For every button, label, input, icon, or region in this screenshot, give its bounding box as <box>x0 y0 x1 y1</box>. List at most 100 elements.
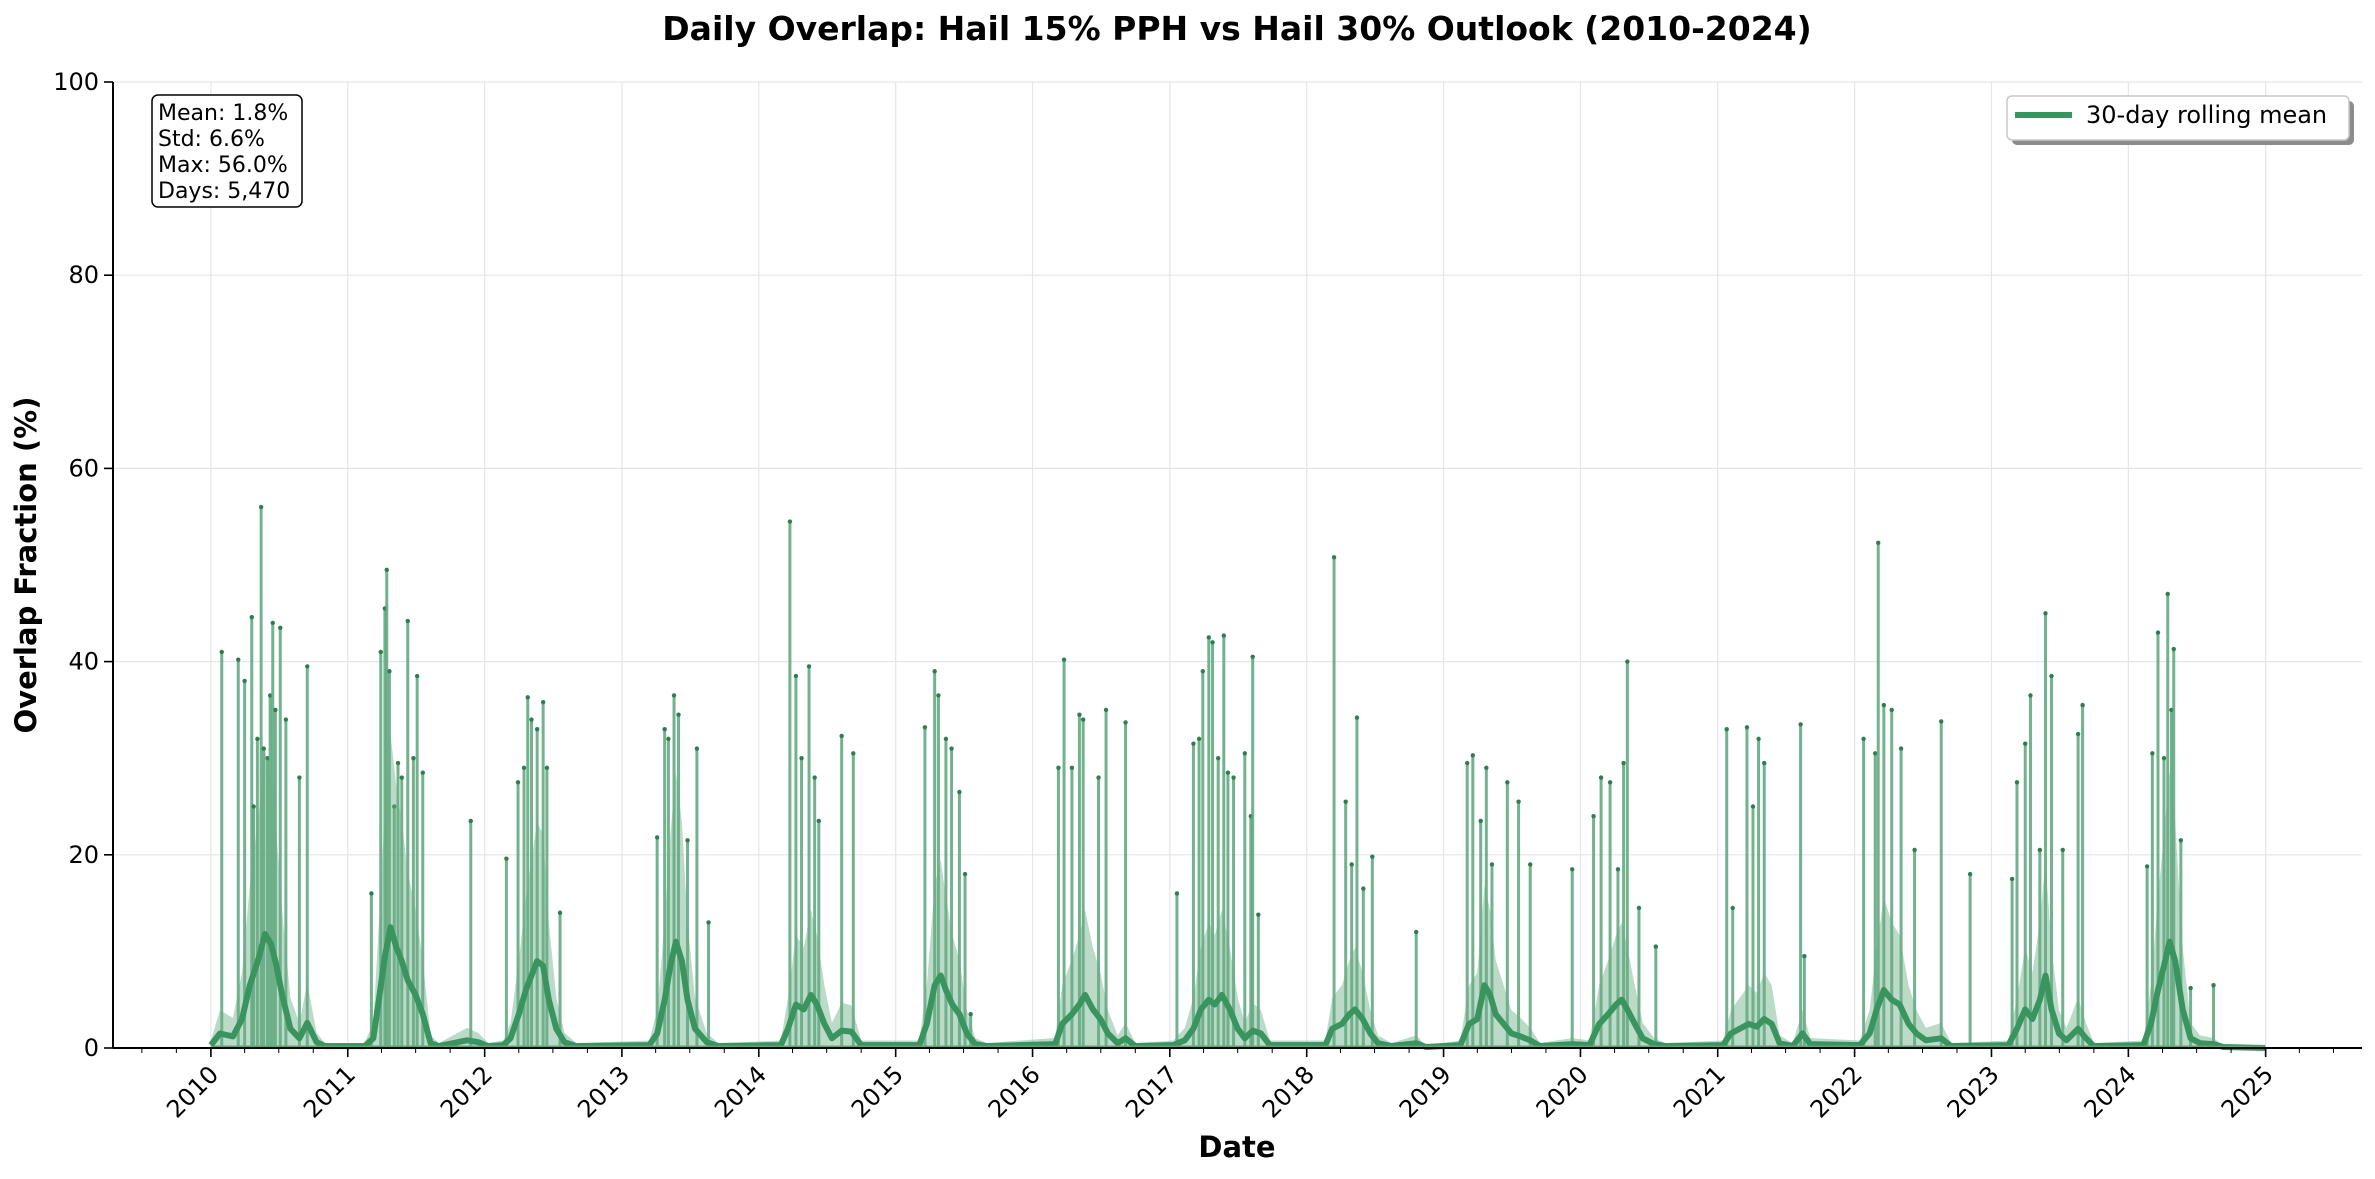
daily-point <box>1489 862 1495 867</box>
daily-point <box>685 838 690 843</box>
daily-point <box>1470 753 1476 758</box>
y-tick-label: 80 <box>68 261 99 289</box>
daily-point <box>2023 741 2028 746</box>
daily-point <box>936 693 941 698</box>
daily-point <box>1196 736 1202 742</box>
daily-point <box>1873 751 1878 756</box>
daily-point <box>851 751 856 756</box>
grid-lines <box>113 81 2362 1049</box>
daily-point <box>534 727 540 732</box>
daily-point <box>1861 736 1866 742</box>
x-ticks: 2010 2011 2012 2013 2014 2015 2016 2017 2018 2019… <box>141 1048 2334 1123</box>
x-tick-label: 2025 <box>2216 1060 2279 1123</box>
daily-point <box>515 780 521 785</box>
daily-point <box>676 712 681 717</box>
daily-point <box>1123 720 1128 725</box>
daily-point <box>1756 736 1761 742</box>
daily-point <box>799 756 804 761</box>
daily-point <box>387 669 392 674</box>
daily-point <box>1516 799 1521 804</box>
daily-point <box>1231 775 1236 780</box>
daily-point <box>1625 659 1630 664</box>
daily-point <box>2161 756 2167 761</box>
daily-point <box>1206 635 1212 640</box>
daily-point <box>1730 905 1735 911</box>
daily-point <box>2014 780 2020 785</box>
daily-point <box>273 707 278 713</box>
daily-series <box>210 504 2266 1048</box>
daily-point <box>1528 862 1533 867</box>
daily-point <box>787 519 793 524</box>
daily-point <box>1967 871 1973 877</box>
legend-frame <box>2006 95 2350 141</box>
stat-max: Max: 56.0% <box>158 153 288 178</box>
daily-point <box>2188 985 2193 991</box>
daily-point <box>1570 867 1575 872</box>
daily-point <box>1174 891 1180 896</box>
daily-point <box>1256 912 1261 917</box>
stat-mean: Mean: 1.8% <box>158 101 288 126</box>
daily-point <box>694 746 700 751</box>
daily-point <box>1591 813 1596 819</box>
daily-point <box>1724 727 1729 732</box>
daily-point <box>666 736 671 742</box>
daily-point <box>962 871 968 877</box>
x-tick-label: 2020 <box>1531 1060 1594 1123</box>
y-axis-label: Overlap Fraction (%) <box>9 397 43 734</box>
daily-point <box>411 756 416 761</box>
daily-point <box>2043 611 2048 616</box>
daily-point <box>1881 702 1887 708</box>
daily-point <box>414 673 420 679</box>
daily-point <box>2049 673 2054 679</box>
daily-point <box>706 920 711 925</box>
daily-point <box>1413 929 1419 935</box>
daily-point <box>2060 847 2065 853</box>
daily-point <box>1939 719 1944 724</box>
daily-point <box>258 504 264 510</box>
daily-point <box>2165 591 2170 597</box>
daily-point <box>249 614 254 620</box>
daily-point <box>283 717 289 722</box>
daily-point <box>521 765 527 771</box>
stat-std: Std: 6.6% <box>158 127 265 152</box>
daily-point <box>1096 775 1101 780</box>
daily-point <box>1191 741 1196 746</box>
stats-box-frame <box>151 94 303 208</box>
stat-days: Days: 5,470 <box>158 179 290 204</box>
daily-point <box>1484 765 1489 771</box>
daily-point <box>1912 847 1917 853</box>
legend-label: 30-day rolling mean <box>2086 101 2327 129</box>
daily-point <box>1465 760 1470 766</box>
daily-point <box>839 733 844 739</box>
daily-point <box>1215 756 1221 761</box>
daily-point <box>468 818 473 824</box>
daily-point <box>2009 876 2015 882</box>
daily-point <box>420 770 425 775</box>
daily-point <box>2178 838 2184 843</box>
x-tick-label: 2011 <box>298 1060 361 1123</box>
x-tick-label: 2010 <box>161 1060 224 1123</box>
daily-point <box>2144 864 2150 869</box>
daily-point <box>2075 731 2081 737</box>
legend: 30-day rolling mean <box>2006 95 2354 145</box>
daily-point <box>278 625 283 630</box>
y-tick-label: 40 <box>68 648 99 676</box>
daily-point <box>671 693 677 698</box>
daily-point <box>662 727 667 732</box>
daily-point <box>525 695 530 700</box>
daily-point <box>265 756 270 761</box>
daily-point <box>251 804 256 809</box>
y-tick-label: 20 <box>68 841 99 869</box>
daily-point <box>1478 818 1483 824</box>
x-tick-label: 2016 <box>983 1060 1046 1123</box>
x-tick-label: 2013 <box>572 1060 635 1123</box>
daily-point <box>816 818 821 824</box>
x-tick-label: 2021 <box>1668 1060 1731 1123</box>
daily-point <box>2037 847 2043 853</box>
daily-point <box>378 649 383 655</box>
daily-point <box>957 789 962 795</box>
x-tick-label: 2018 <box>1257 1060 1320 1123</box>
y-tick-label: 0 <box>84 1034 99 1062</box>
daily-point <box>1621 760 1626 766</box>
